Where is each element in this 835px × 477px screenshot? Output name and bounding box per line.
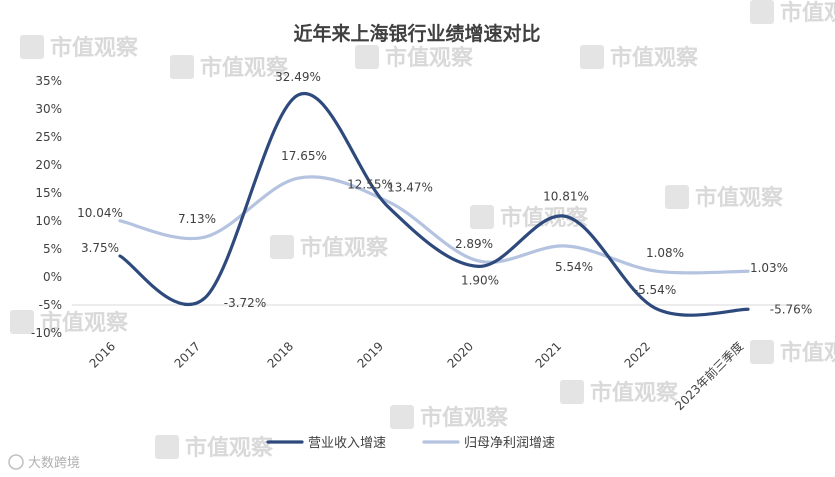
- watermark-text: 市值观察: [50, 35, 139, 61]
- revenue-data-label: -5.54%: [634, 283, 676, 297]
- watermark-text: 市值观察: [185, 435, 274, 461]
- y-tick-label: 30%: [35, 102, 62, 116]
- watermark-logo: [155, 435, 179, 459]
- x-tick-label: 2023年前三季度: [671, 339, 746, 414]
- watermark-logo: [665, 185, 689, 209]
- revenue-growth-line: [118, 91, 750, 317]
- watermark-logo: [750, 0, 774, 24]
- watermark-logo: [20, 35, 44, 59]
- revenue-data-label: 32.49%: [275, 70, 321, 84]
- brand-logo-icon: [8, 454, 24, 470]
- watermark-logo: [10, 310, 34, 334]
- y-tick-label: 35%: [35, 74, 62, 88]
- data-labels: 3.75% -3.72% 32.49% 12.55% 1.90% 10.81% -5.54%…: [77, 70, 812, 316]
- watermark-logo: [390, 405, 414, 429]
- x-tick-label: 2016: [87, 339, 118, 370]
- revenue-data-label: 10.81%: [543, 189, 589, 203]
- x-tick-label: 2019: [355, 339, 386, 370]
- revenue-data-label: 12.55%: [347, 178, 393, 192]
- watermark-text: 市值观察: [610, 45, 699, 71]
- watermark-text: 市值观察: [300, 235, 389, 261]
- profit-data-label: 10.04%: [77, 206, 123, 220]
- axes: 35% 30% 25% 20% 15% 10% 5% 0% -5% -10% 2016 2017 201…: [31, 74, 810, 413]
- net-profit-growth-line: [118, 175, 750, 275]
- legend-label: 归母净利润增速: [464, 436, 555, 451]
- watermark-text: 市值观察: [200, 55, 289, 81]
- watermark-logo: [580, 45, 604, 69]
- revenue-data-label: 3.75%: [81, 241, 119, 255]
- brand-text: 大数跨境: [28, 456, 80, 471]
- y-tick-label: 20%: [35, 158, 62, 172]
- watermark-logo: [470, 205, 494, 229]
- watermark-text: 市值观察: [780, 340, 835, 366]
- watermark-text: 市值观察: [420, 405, 509, 431]
- revenue-data-label: 1.90%: [461, 273, 499, 287]
- y-tick-label: 10%: [35, 214, 62, 228]
- y-tick-label: -10%: [31, 326, 62, 340]
- profit-data-label: 1.03%: [750, 261, 788, 275]
- legend-label: 营业收入增速: [308, 436, 386, 451]
- watermark-logo: [750, 340, 774, 364]
- x-tick-label: 2021: [533, 339, 564, 370]
- y-tick-label: 25%: [35, 130, 62, 144]
- x-tick-label: 2018: [265, 339, 296, 370]
- profit-data-label: 7.13%: [178, 212, 216, 226]
- y-tick-label: 15%: [35, 186, 62, 200]
- watermark-logo: [170, 55, 194, 79]
- brand-watermark: 大数跨境: [8, 454, 80, 471]
- x-tick-label: 2017: [172, 339, 203, 370]
- series-layer: [118, 91, 750, 317]
- chart-title: 近年来上海银行业绩增速对比: [293, 22, 540, 45]
- y-tick-label: -5%: [39, 298, 62, 312]
- watermark-logo: [355, 45, 379, 69]
- watermark-text: 市值观察: [385, 45, 474, 71]
- profit-data-label: 1.08%: [646, 246, 684, 260]
- profit-data-label: 17.65%: [281, 149, 327, 163]
- watermark-logo: [270, 235, 294, 259]
- watermark-text: 市值观察: [695, 185, 784, 211]
- watermark-logo: [560, 380, 584, 404]
- profit-data-label: 2.89%: [455, 237, 493, 251]
- y-tick-label: 0%: [43, 270, 62, 284]
- watermark-text: 市值观察: [40, 310, 129, 336]
- profit-data-label: 13.47%: [387, 181, 433, 195]
- legend: 营业收入增速 归母净利润增速: [266, 436, 555, 451]
- revenue-data-label: -5.76%: [770, 302, 812, 316]
- watermark-text: 市值观察: [780, 0, 835, 26]
- profit-data-label: 5.54%: [555, 260, 593, 274]
- y-tick-label: 5%: [43, 242, 62, 256]
- revenue-data-label: -3.72%: [224, 296, 266, 310]
- watermark-text: 市值观察: [590, 380, 679, 406]
- x-tick-label: 2020: [445, 339, 476, 370]
- x-tick-label: 2022: [622, 339, 653, 370]
- watermark-text: 市值观察: [500, 205, 589, 231]
